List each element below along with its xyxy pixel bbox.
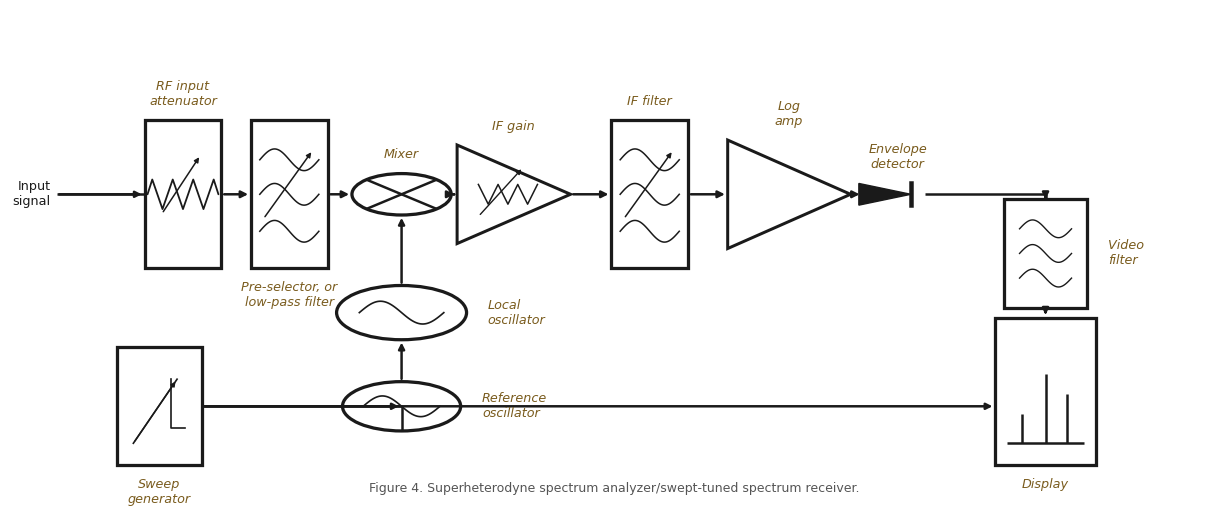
Bar [995, 317, 1096, 465]
Circle shape [337, 285, 467, 340]
Text: Sweep
generator: Sweep generator [127, 478, 191, 506]
Bar [611, 120, 688, 268]
Bar [1005, 199, 1087, 308]
Text: IF gain: IF gain [492, 119, 536, 133]
Text: RF input
attenuator: RF input attenuator [149, 80, 217, 108]
Text: Display: Display [1022, 478, 1069, 491]
Circle shape [343, 382, 461, 431]
Text: IF filter: IF filter [628, 95, 673, 108]
Text: Pre-selector, or
low-pass filter: Pre-selector, or low-pass filter [241, 281, 337, 309]
Text: Figure 4. Superheterodyne spectrum analyzer/swept-tuned spectrum receiver.: Figure 4. Superheterodyne spectrum analy… [368, 482, 859, 495]
Text: Reference
oscillator: Reference oscillator [482, 392, 547, 420]
Text: Mixer: Mixer [384, 148, 419, 161]
Text: Envelope
detector: Envelope detector [869, 143, 927, 171]
Text: Video
filter: Video filter [1108, 239, 1144, 267]
Bar [144, 120, 222, 268]
Bar [251, 120, 327, 268]
Polygon shape [457, 145, 571, 244]
Bar [116, 347, 202, 465]
Text: Input
signal: Input signal [12, 180, 51, 208]
Text: Log
amp: Log amp [774, 100, 804, 128]
Text: Local
oscillator: Local oscillator [488, 299, 545, 327]
Circle shape [351, 174, 451, 215]
Polygon shape [727, 140, 851, 249]
Polygon shape [859, 184, 911, 205]
